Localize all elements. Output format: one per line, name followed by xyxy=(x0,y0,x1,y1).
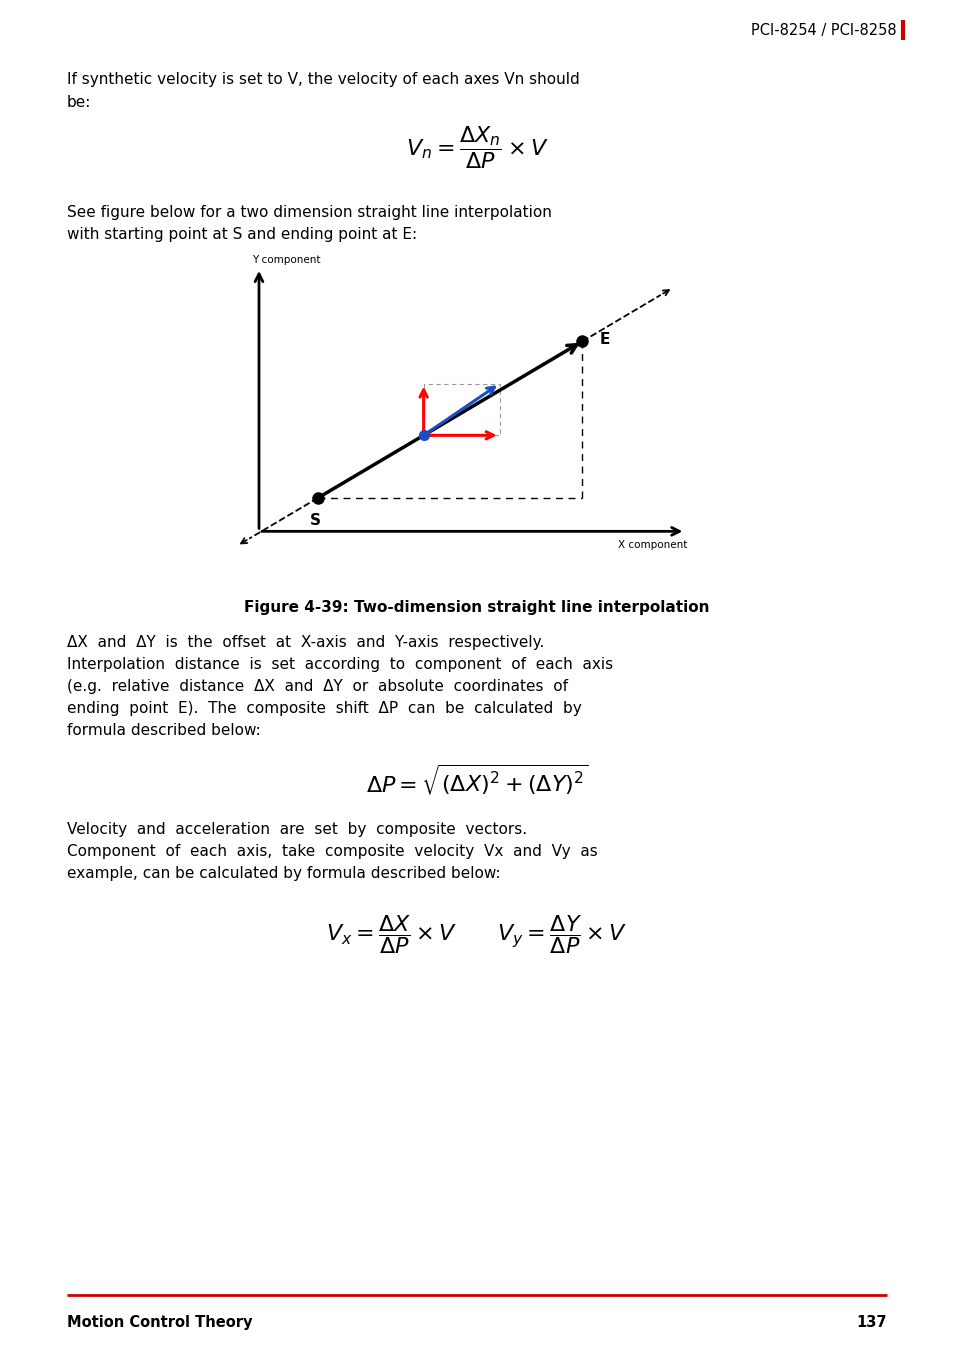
Text: ΔX  and  ΔY  is  the  offset  at  X-axis  and  Y-axis  respectively.: ΔX and ΔY is the offset at X-axis and Y-… xyxy=(67,635,544,650)
Text: S: S xyxy=(310,512,320,529)
Text: PCI-8254 / PCI-8258: PCI-8254 / PCI-8258 xyxy=(751,23,896,38)
Text: $V_{n} = \dfrac{\Delta X_{n}}{\Delta P} \times V$: $V_{n} = \dfrac{\Delta X_{n}}{\Delta P} … xyxy=(405,124,548,172)
Text: Y component: Y component xyxy=(252,254,320,265)
Text: 137: 137 xyxy=(856,1315,886,1330)
Text: $V_{x} = \dfrac{\Delta X}{\Delta P} \times V \qquad V_{y} = \dfrac{\Delta Y}{\De: $V_{x} = \dfrac{\Delta X}{\Delta P} \tim… xyxy=(326,914,627,956)
Text: Component  of  each  axis,  take  composite  velocity  Vx  and  Vy  as: Component of each axis, take composite v… xyxy=(67,844,598,859)
Text: example, can be calculated by formula described below:: example, can be calculated by formula de… xyxy=(67,867,500,882)
Text: with starting point at S and ending point at E:: with starting point at S and ending poin… xyxy=(67,227,416,242)
Text: formula described below:: formula described below: xyxy=(67,723,260,738)
Text: (e.g.  relative  distance  ΔX  and  ΔY  or  absolute  coordinates  of: (e.g. relative distance ΔX and ΔY or abs… xyxy=(67,679,567,694)
Text: ending  point  E).  The  composite  shift  ΔP  can  be  calculated  by: ending point E). The composite shift ΔP … xyxy=(67,700,581,717)
Text: Interpolation  distance  is  set  according  to  component  of  each  axis: Interpolation distance is set according … xyxy=(67,657,613,672)
Text: $\Delta P = \sqrt{(\Delta X)^{2} + (\Delta Y)^{2}}$: $\Delta P = \sqrt{(\Delta X)^{2} + (\Del… xyxy=(365,763,588,798)
Text: E: E xyxy=(598,333,609,347)
Text: Motion Control Theory: Motion Control Theory xyxy=(67,1315,253,1330)
Text: X component: X component xyxy=(618,539,687,550)
Text: Figure 4-39: Two-dimension straight line interpolation: Figure 4-39: Two-dimension straight line… xyxy=(244,600,709,615)
Text: be:: be: xyxy=(67,95,91,110)
Text: If synthetic velocity is set to V, the velocity of each axes Vn should: If synthetic velocity is set to V, the v… xyxy=(67,72,579,87)
Text: Velocity  and  acceleration  are  set  by  composite  vectors.: Velocity and acceleration are set by com… xyxy=(67,822,527,837)
Text: See figure below for a two dimension straight line interpolation: See figure below for a two dimension str… xyxy=(67,206,551,220)
